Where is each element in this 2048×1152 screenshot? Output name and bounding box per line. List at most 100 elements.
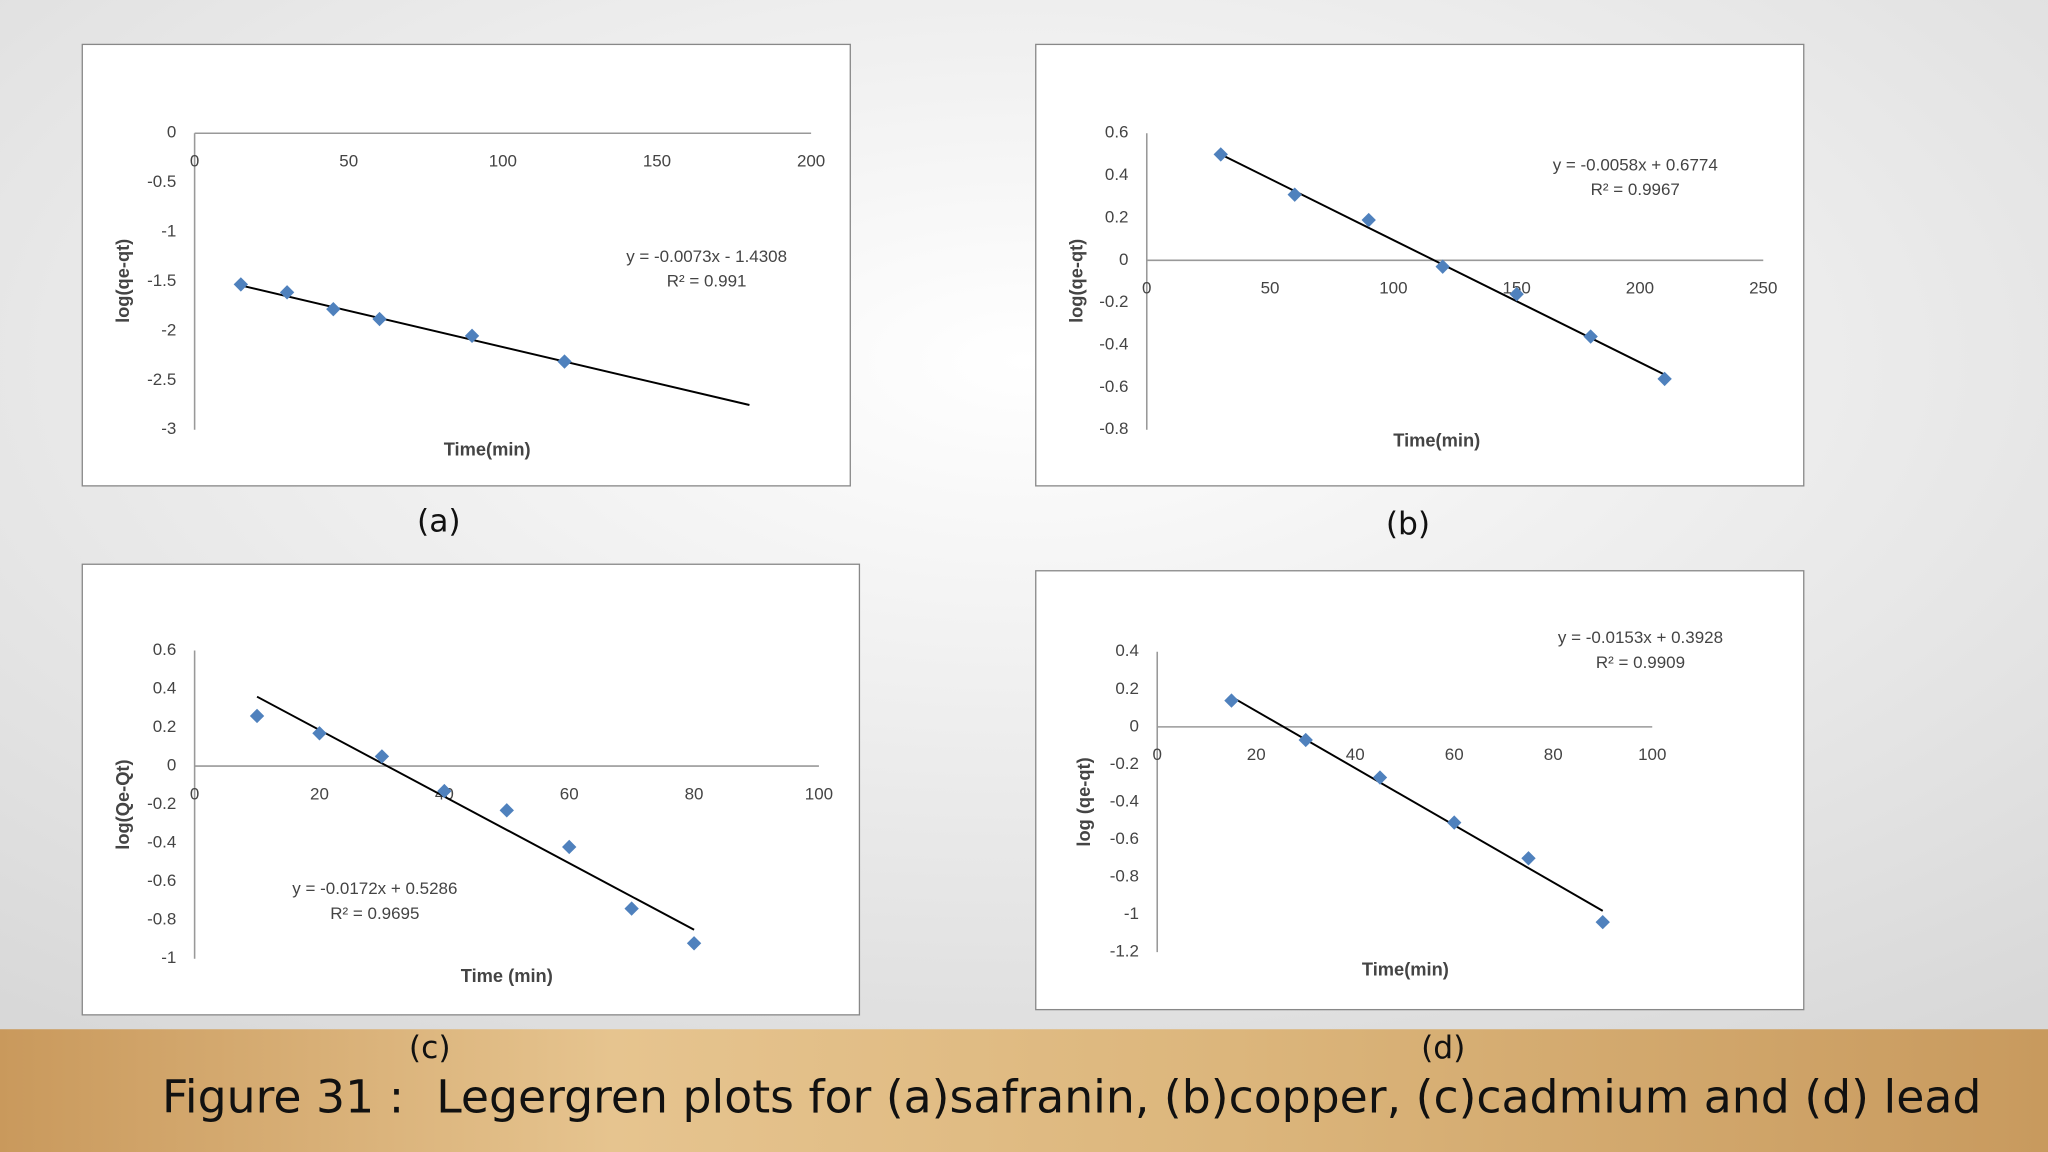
y-tick-label: -0.6	[1110, 829, 1139, 848]
data-point	[499, 803, 514, 818]
data-point	[624, 901, 639, 916]
y-axis-title: log(qe-qt)	[112, 239, 133, 323]
y-tick-label: -0.4	[1099, 334, 1128, 353]
y-tick-label: 0.4	[1115, 641, 1139, 660]
y-tick-label: 0	[167, 756, 176, 775]
y-axis-title: log(qe-qt)	[1065, 239, 1086, 323]
y-tick-label: -0.8	[1099, 419, 1128, 438]
y-tick-label: 0	[167, 123, 176, 142]
x-tick-label: 100	[1379, 279, 1407, 298]
chart-frame	[81, 43, 851, 487]
chart-frame	[1035, 43, 1805, 487]
equation: y = -0.0172x + 0.5286	[292, 879, 457, 898]
y-tick-label: 0.4	[153, 678, 177, 697]
y-tick-label: 0.4	[1105, 165, 1129, 184]
y-tick-label: -0.4	[1110, 791, 1139, 810]
figure-label: Figure 31 :	[162, 1070, 404, 1123]
y-axis-title: log (qe-qt)	[1073, 757, 1094, 846]
y-tick-label: 0.6	[1105, 123, 1129, 142]
x-tick-label: 0	[1142, 279, 1151, 298]
figure-text: Legergren plots for (a)safranin, (b)copp…	[436, 1070, 1981, 1123]
subfigure-caption: (d)	[1421, 1030, 1465, 1066]
x-tick-label: 80	[685, 784, 704, 803]
data-point	[1447, 815, 1462, 830]
y-tick-label: -0.8	[147, 910, 176, 929]
y-tick-label: -1	[161, 222, 176, 241]
y-axis-title: log(Qe-Qt)	[112, 759, 133, 849]
subfigure-caption: (b)	[1386, 506, 1430, 542]
y-tick-label: -0.2	[1110, 754, 1139, 773]
data-point	[374, 749, 390, 764]
y-tick-label: -1.5	[147, 271, 176, 290]
chart-frame	[1035, 570, 1805, 1011]
data-point	[1287, 187, 1302, 202]
y-tick-label: 0	[1130, 716, 1139, 735]
equation: y = -0.0058x + 0.6774	[1553, 155, 1718, 174]
y-tick-label: -0.2	[1099, 292, 1128, 311]
y-tick-label: -0.2	[147, 794, 176, 813]
data-point	[1595, 914, 1610, 930]
data-point	[1521, 851, 1536, 866]
equation: R² = 0.9967	[1591, 180, 1680, 199]
y-tick-label: 0.2	[1115, 679, 1139, 698]
x-tick-label: 60	[560, 784, 579, 803]
data-point	[437, 783, 452, 799]
y-tick-label: -2	[161, 320, 176, 339]
data-point	[557, 354, 572, 369]
y-tick-label: -0.6	[147, 871, 176, 890]
y-tick-label: 0.2	[153, 717, 177, 736]
y-tick-label: -1.2	[1110, 942, 1139, 961]
y-tick-label: 0.6	[153, 640, 177, 659]
x-tick-label: 100	[489, 151, 517, 170]
chart-frame	[81, 563, 861, 1016]
x-tick-label: 80	[1544, 745, 1563, 764]
wood-floor	[0, 1029, 2048, 1152]
x-tick-label: 20	[310, 784, 329, 803]
y-tick-label: -1	[161, 948, 176, 967]
equation: R² = 0.9695	[330, 904, 419, 923]
data-point	[1372, 770, 1388, 785]
y-tick-label: -0.5	[147, 172, 176, 191]
data-point	[464, 328, 480, 344]
x-axis-title: Time(min)	[1393, 429, 1480, 450]
x-tick-label: 150	[643, 151, 671, 170]
x-tick-label: 0	[190, 151, 199, 170]
data-point	[1657, 371, 1672, 387]
equation: R² = 0.991	[667, 272, 747, 291]
trendline	[1230, 695, 1604, 912]
x-tick-label: 0	[1153, 745, 1162, 764]
subfigure-caption: (c)	[409, 1030, 451, 1066]
x-tick-label: 200	[1626, 279, 1654, 298]
equation: y = -0.0073x - 1.4308	[626, 247, 787, 266]
x-tick-label: 100	[805, 784, 833, 803]
y-tick-label: -0.4	[147, 833, 176, 852]
x-axis-title: Time (min)	[461, 965, 553, 986]
x-tick-label: 200	[797, 151, 825, 170]
x-axis-title: Time(min)	[444, 438, 531, 459]
y-tick-label: 0	[1119, 250, 1128, 269]
x-axis-title: Time(min)	[1362, 958, 1449, 979]
x-tick-label: 100	[1638, 745, 1666, 764]
trendline	[256, 695, 695, 931]
equation: y = -0.0153x + 0.3928	[1558, 628, 1723, 647]
x-tick-label: 250	[1749, 279, 1777, 298]
y-tick-label: -0.6	[1099, 377, 1128, 396]
x-tick-label: 20	[1247, 745, 1266, 764]
equation: R² = 0.9909	[1596, 653, 1685, 672]
y-tick-label: -1	[1124, 904, 1139, 923]
y-tick-label: -0.8	[1110, 867, 1139, 886]
x-tick-label: 40	[1346, 745, 1365, 764]
data-point	[1361, 212, 1376, 228]
y-tick-label: -3	[161, 419, 176, 438]
y-tick-label: -2.5	[147, 370, 176, 389]
x-tick-label: 0	[190, 784, 199, 803]
y-tick-label: 0.2	[1105, 207, 1129, 226]
subfigure-caption: (a)	[417, 503, 461, 539]
x-tick-label: 50	[1261, 279, 1280, 298]
data-point	[686, 936, 702, 951]
trendline	[240, 284, 750, 406]
data-point	[562, 839, 577, 855]
